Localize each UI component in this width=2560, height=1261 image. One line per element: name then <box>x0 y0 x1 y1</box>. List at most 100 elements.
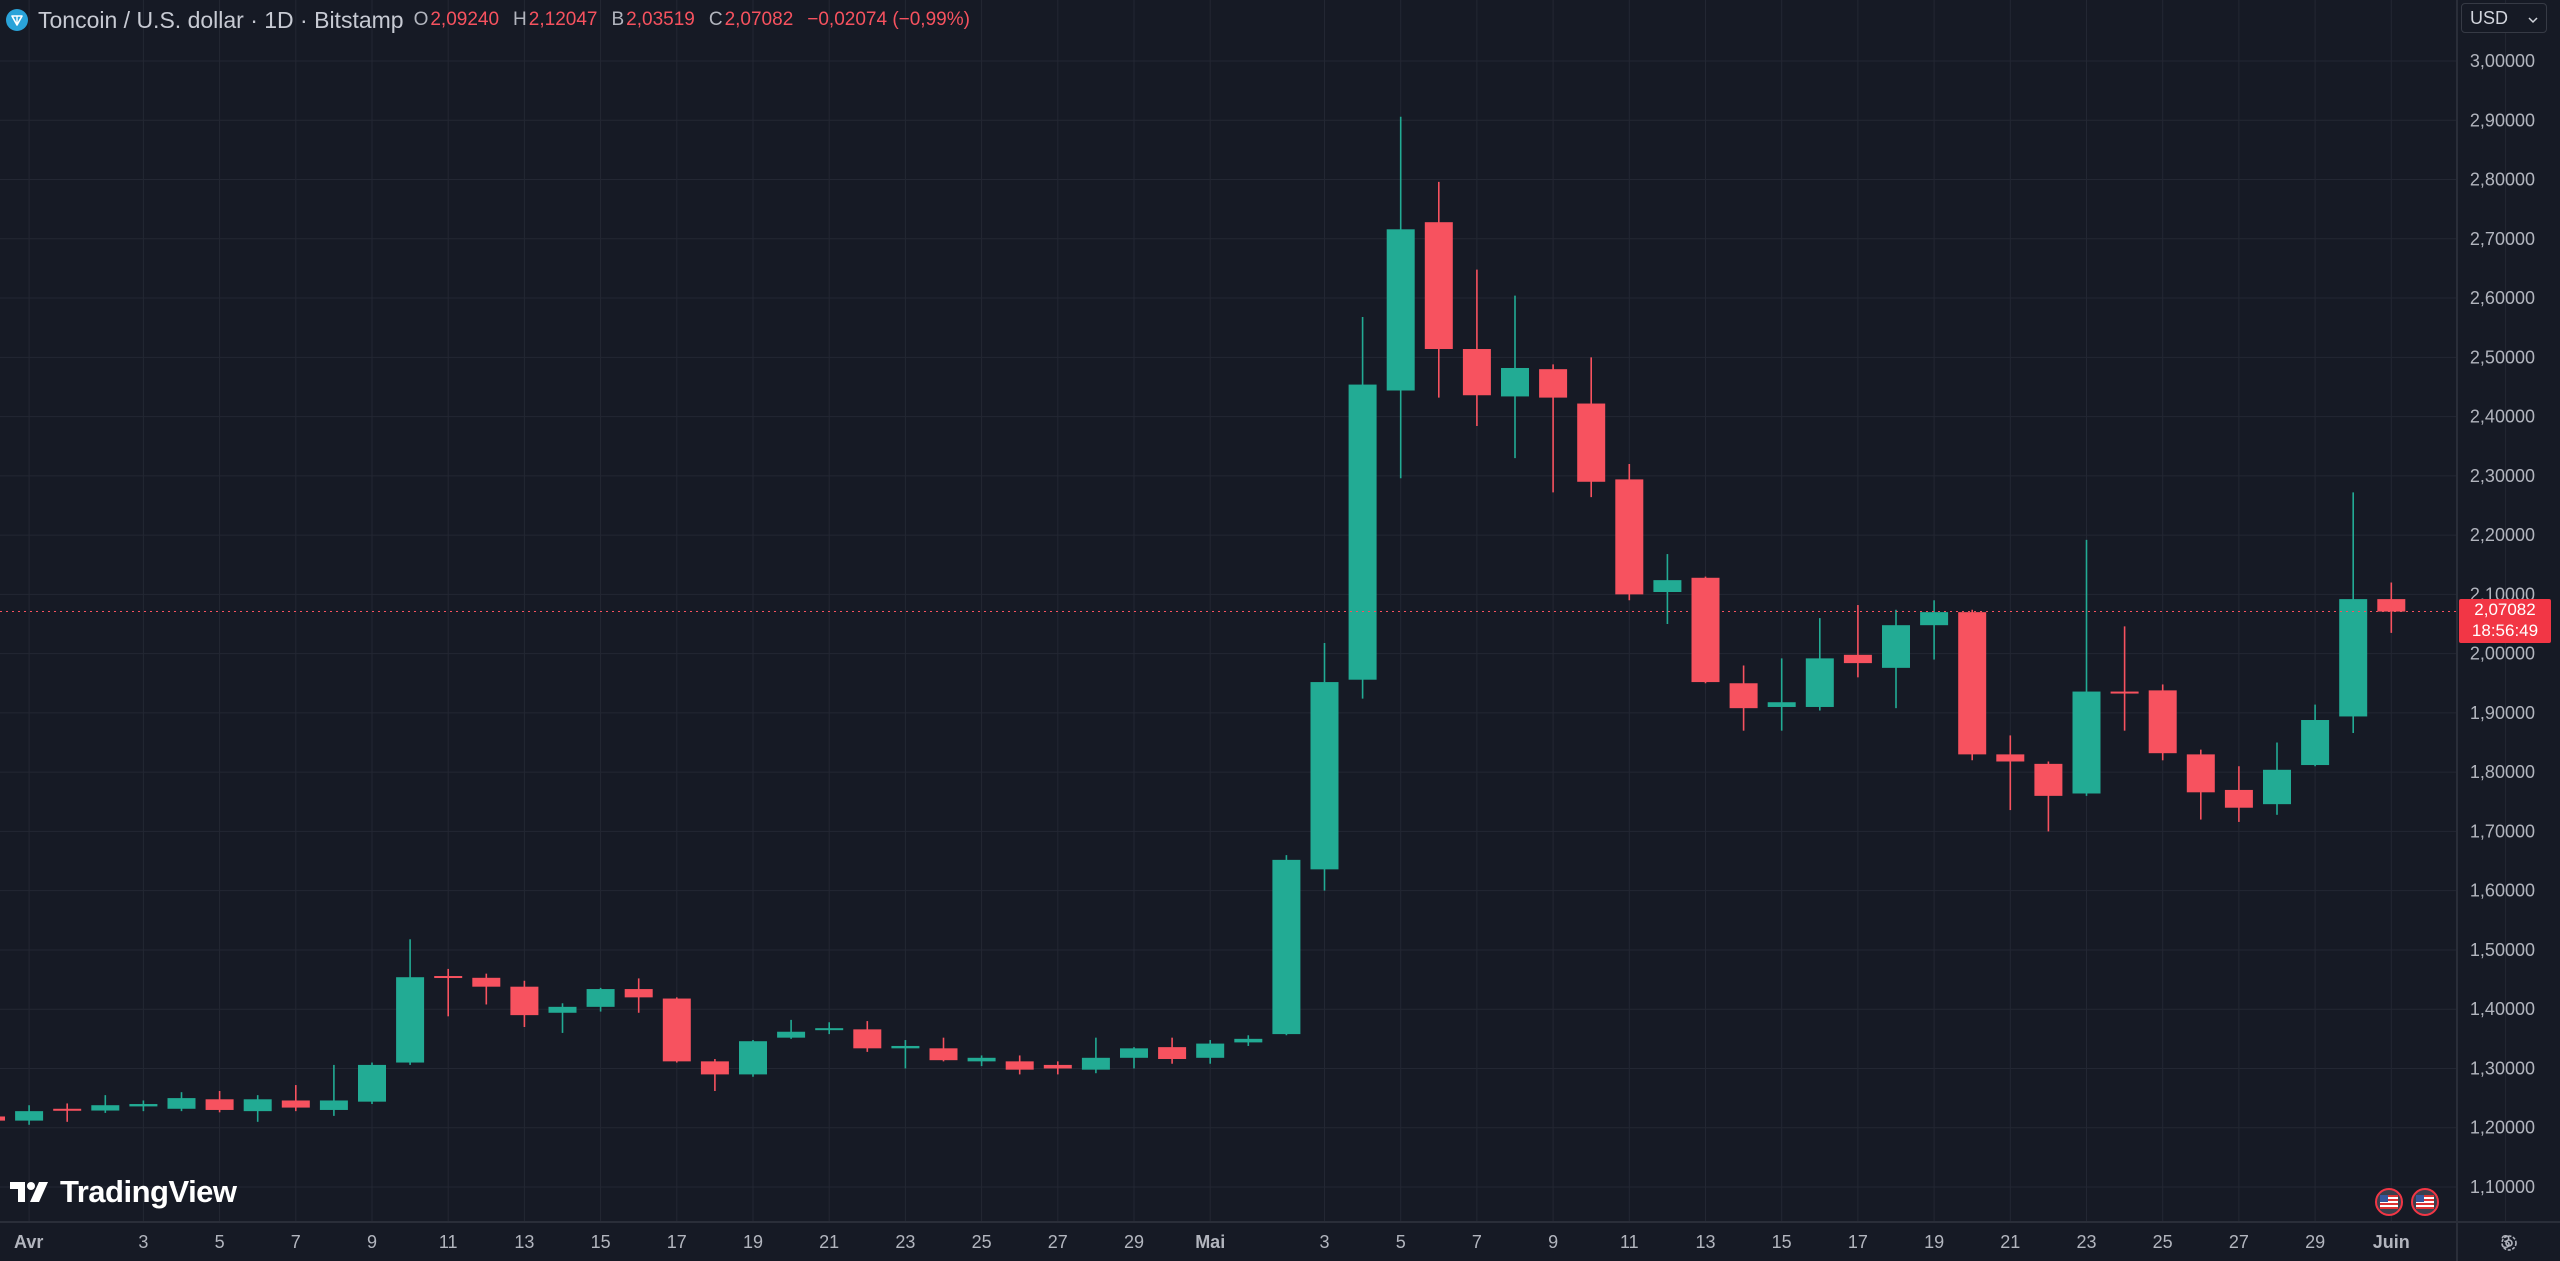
candle[interactable] <box>548 1003 577 1033</box>
candle[interactable] <box>2263 742 2291 815</box>
candle[interactable] <box>1310 642 1339 891</box>
candle[interactable] <box>1462 269 1491 427</box>
candle[interactable] <box>243 1095 272 1122</box>
candle[interactable] <box>662 997 691 1063</box>
candle[interactable] <box>1005 1055 1034 1075</box>
time-axis-label: 21 <box>819 1232 839 1252</box>
candle[interactable] <box>2339 492 2368 734</box>
candle-body <box>1005 1061 1034 1070</box>
candle-body <box>1462 349 1491 396</box>
time-axis-label: 11 <box>439 1232 458 1252</box>
candle[interactable] <box>205 1090 234 1113</box>
candle[interactable] <box>1615 463 1644 601</box>
chevron-down-icon <box>2528 8 2538 29</box>
candle-body <box>1882 625 1910 668</box>
candle[interactable] <box>700 1058 729 1091</box>
candle[interactable] <box>2377 582 2406 633</box>
price-axis-label: 3,00000 <box>2470 51 2535 71</box>
candle[interactable] <box>586 987 615 1012</box>
candle-body <box>1310 682 1339 870</box>
candle[interactable] <box>2224 766 2253 822</box>
time-axis-label: 5 <box>1396 1232 1406 1252</box>
price-axis-label: 1,70000 <box>2470 821 2535 841</box>
currency-selector[interactable]: USD <box>2461 3 2547 33</box>
candle[interactable] <box>891 1040 920 1069</box>
candle[interactable] <box>1958 609 1987 761</box>
candle[interactable] <box>1539 364 1568 493</box>
candle[interactable] <box>2072 539 2101 796</box>
symbol-title[interactable]: Toncoin / U.S. dollar · 1D · Bitstamp <box>38 6 404 33</box>
candle[interactable] <box>624 978 653 1013</box>
candle[interactable] <box>1653 554 1682 624</box>
candle[interactable] <box>0 1112 5 1124</box>
candle[interactable] <box>1920 600 1949 660</box>
candle[interactable] <box>1348 317 1377 699</box>
candle[interactable] <box>1158 1037 1187 1064</box>
candle[interactable] <box>1691 576 1720 684</box>
candle[interactable] <box>1272 855 1301 1036</box>
candle[interactable] <box>2186 749 2215 820</box>
candle-body <box>1805 658 1834 707</box>
time-axis-label: 5 <box>215 1232 225 1252</box>
candlestick-series[interactable] <box>0 116 2406 1125</box>
candle[interactable] <box>1805 618 1834 711</box>
time-axis-label: 23 <box>2076 1232 2096 1252</box>
candle[interactable] <box>281 1085 310 1112</box>
candle[interactable] <box>1424 181 1453 398</box>
time-axis-label: 3 <box>1319 1232 1329 1252</box>
candle[interactable] <box>2110 626 2139 731</box>
candle[interactable] <box>1996 735 2025 811</box>
candle[interactable] <box>1234 1035 1263 1046</box>
candle[interactable] <box>815 1022 844 1035</box>
us-flag-icon[interactable] <box>2411 1188 2439 1216</box>
time-axis-label: 9 <box>367 1232 377 1252</box>
candle-body <box>548 1006 577 1013</box>
candle-body <box>1691 577 1720 683</box>
candle[interactable] <box>434 968 463 1017</box>
ohlc-values: O 2,09240 H 2,12047 B 2,03519 C 2,07082 −0,0… <box>414 9 970 31</box>
candle[interactable] <box>929 1037 958 1062</box>
candle-body <box>1424 222 1453 350</box>
candle-body <box>624 989 653 998</box>
brand-name: TradingView <box>60 1174 237 1209</box>
tradingview-logo[interactable]: TradingView <box>10 1172 237 1212</box>
candle[interactable] <box>167 1092 196 1112</box>
candle[interactable] <box>1729 665 1758 731</box>
candle[interactable] <box>15 1105 44 1125</box>
candle[interactable] <box>1767 658 1796 731</box>
candle[interactable] <box>967 1055 996 1067</box>
candle[interactable] <box>2034 761 2063 832</box>
candle[interactable] <box>1501 295 1529 459</box>
candle[interactable] <box>472 973 501 1005</box>
candle[interactable] <box>777 1019 806 1039</box>
candle[interactable] <box>1882 609 1910 709</box>
candle[interactable] <box>53 1103 82 1122</box>
candle[interactable] <box>1120 1047 1148 1069</box>
candle[interactable] <box>396 939 425 1065</box>
candle-body <box>1120 1048 1148 1058</box>
candle[interactable] <box>1081 1037 1110 1074</box>
candle[interactable] <box>1577 357 1606 498</box>
candle[interactable] <box>2301 704 2330 767</box>
candle[interactable] <box>1386 116 1415 479</box>
close-value: 2,07082 <box>724 9 794 30</box>
candle[interactable] <box>129 1100 158 1112</box>
candle[interactable] <box>91 1095 120 1113</box>
candle[interactable] <box>319 1064 348 1116</box>
candle-body <box>1348 384 1377 680</box>
candle[interactable] <box>1196 1040 1225 1064</box>
candle[interactable] <box>358 1062 386 1105</box>
candle[interactable] <box>510 980 539 1027</box>
candle-body <box>205 1099 234 1110</box>
candle[interactable] <box>739 1040 767 1077</box>
candle[interactable] <box>2148 684 2177 761</box>
toncoin-icon[interactable] <box>6 9 28 31</box>
gear-icon[interactable] <box>2496 1230 2522 1256</box>
candle[interactable] <box>1043 1061 1072 1075</box>
us-flag-icon[interactable] <box>2375 1188 2403 1216</box>
candle[interactable] <box>1843 605 1872 678</box>
candle[interactable] <box>853 1021 882 1052</box>
time-axis-label: 17 <box>1848 1232 1868 1252</box>
